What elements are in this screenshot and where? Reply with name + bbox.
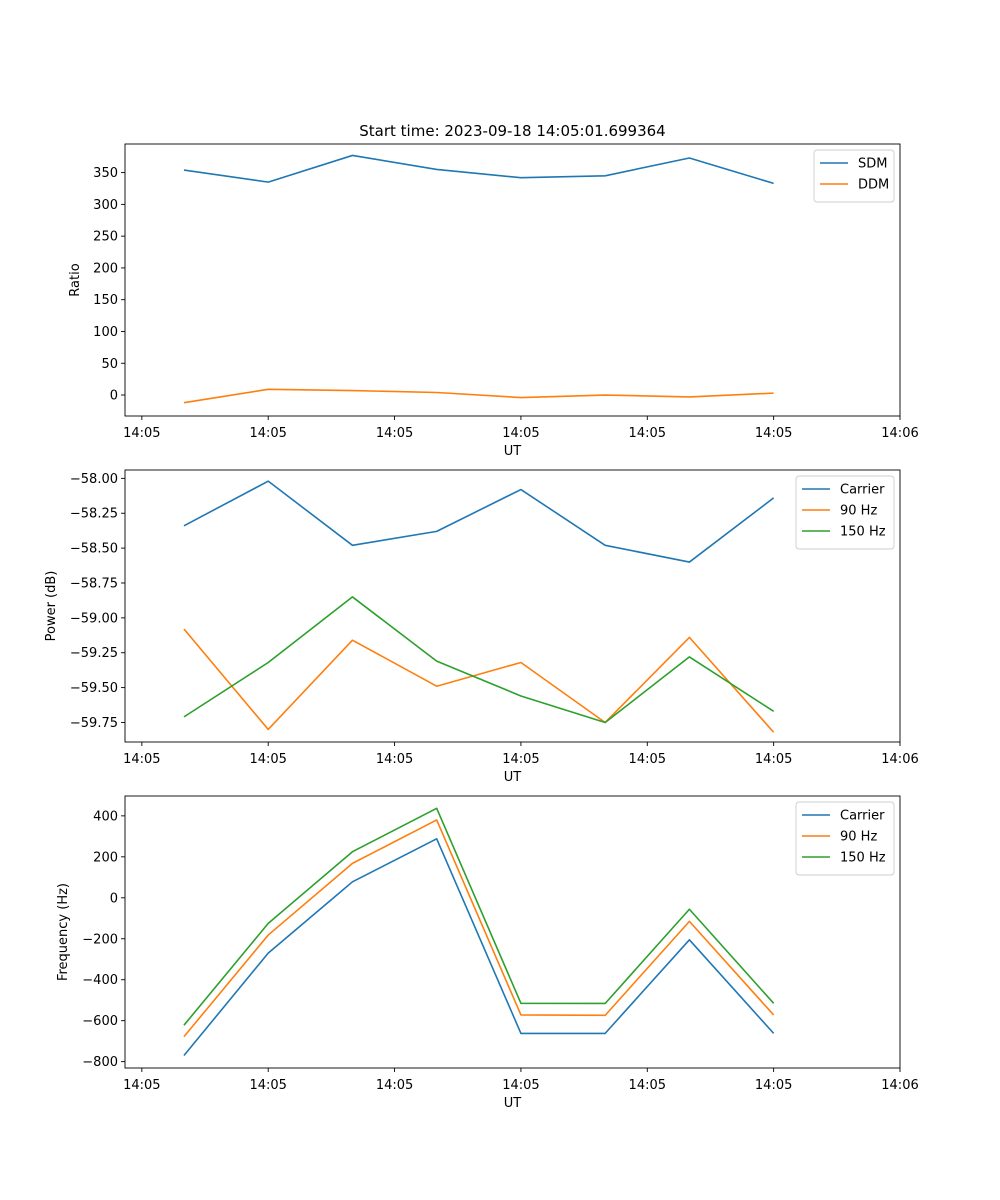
y-tick-label: 200 (93, 850, 118, 865)
x-tick-label: 14:05 (376, 1078, 413, 1093)
x-tick-label: 14:05 (249, 426, 286, 441)
subplot-2: 14:05 14:05 14:05 14:05 14:05 14:05 14:06 −59.7… (44, 469, 919, 785)
x-tick-label: 14:05 (123, 752, 160, 767)
chart-title: Start time: 2023-09-18 14:05:01.699364 (359, 122, 665, 140)
y-tick-label: −58.75 (70, 576, 118, 591)
legend-label: SDM (858, 157, 887, 172)
series-line-sdm (183, 154, 774, 185)
x-tick-label: 14:06 (881, 752, 918, 767)
x-tick-label: 14:06 (881, 426, 918, 441)
legend: Carrier 90 Hz 150 Hz (795, 475, 895, 550)
y-tick-label: 250 (93, 230, 118, 245)
x-tick-label: 14:05 (629, 752, 666, 767)
x-axis-label: UT (504, 770, 522, 785)
series-line-carrier (183, 480, 775, 563)
legend-label: DDM (858, 178, 889, 193)
subplot-3: 14:05 14:05 14:05 14:05 14:05 14:05 14:06 −800 −… (56, 795, 919, 1111)
series-line-carrier (183, 838, 775, 1057)
x-tick-label: 14:05 (376, 426, 413, 441)
x-axis-label: UT (504, 444, 522, 459)
y-tick-label: −800 (82, 1055, 118, 1070)
y-tick-label: −59.75 (70, 716, 118, 731)
x-tick-label: 14:05 (123, 1078, 160, 1093)
y-axis-label: Power (dB) (44, 571, 59, 642)
y-tick-label: −200 (82, 932, 118, 947)
legend-label: 90 Hz (840, 830, 877, 845)
x-tick-label: 14:05 (755, 426, 792, 441)
y-tick-label: 100 (93, 325, 118, 340)
y-axis-label: Ratio (68, 263, 83, 296)
y-tick-label: 0 (110, 389, 118, 404)
legend: Carrier 90 Hz 150 Hz (795, 801, 895, 876)
subplot-1: 14:05 14:05 14:05 14:05 14:05 14:05 14:06 0 50 10… (68, 143, 919, 459)
y-tick-label: −600 (82, 1014, 118, 1029)
y-tick-label: −58.50 (70, 542, 118, 557)
x-tick-label: 14:05 (755, 752, 792, 767)
y-axis-label: Frequency (Hz) (56, 883, 71, 981)
y-tick-label: −58.00 (70, 472, 118, 487)
legend-label: 90 Hz (840, 504, 877, 519)
x-tick-label: 14:05 (502, 752, 539, 767)
x-tick-label: 14:05 (376, 752, 413, 767)
x-tick-label: 14:05 (249, 752, 286, 767)
x-tick-label: 14:06 (881, 1078, 918, 1093)
legend: SDM DDM (813, 149, 895, 203)
axes-frame (124, 469, 901, 743)
y-tick-label: −58.25 (70, 507, 118, 522)
y-tick-label: 200 (93, 261, 118, 276)
y-tick-label: 150 (93, 293, 118, 308)
series-line-ddm (183, 388, 774, 404)
y-tick-label: −59.00 (70, 611, 118, 626)
y-tick-label: −59.50 (70, 681, 118, 696)
x-axis-label: UT (504, 1096, 522, 1111)
y-tick-label: −400 (82, 973, 118, 988)
series-line-150-hz (183, 807, 775, 1026)
x-tick-label: 14:05 (249, 1078, 286, 1093)
y-tick-label: −59.25 (70, 646, 118, 661)
series-line-90-hz (183, 628, 775, 733)
legend-label: 150 Hz (840, 851, 886, 866)
legend-label: Carrier (840, 483, 885, 498)
x-tick-label: 14:05 (502, 1078, 539, 1093)
x-tick-label: 14:05 (629, 426, 666, 441)
axes-frame (124, 795, 901, 1069)
y-tick-label: 50 (101, 357, 118, 372)
y-tick-label: 300 (93, 198, 118, 213)
axes-frame (124, 143, 901, 417)
y-tick-label: 350 (93, 166, 118, 181)
y-tick-label: 400 (93, 809, 118, 824)
legend-label: 150 Hz (840, 525, 886, 540)
legend-label: Carrier (840, 809, 885, 824)
y-tick-label: 0 (110, 891, 118, 906)
x-tick-label: 14:05 (629, 1078, 666, 1093)
x-tick-label: 14:05 (502, 426, 539, 441)
x-tick-label: 14:05 (123, 426, 160, 441)
series-line-90-hz (183, 819, 775, 1038)
series-line-150-hz (183, 596, 775, 724)
x-tick-label: 14:05 (755, 1078, 792, 1093)
